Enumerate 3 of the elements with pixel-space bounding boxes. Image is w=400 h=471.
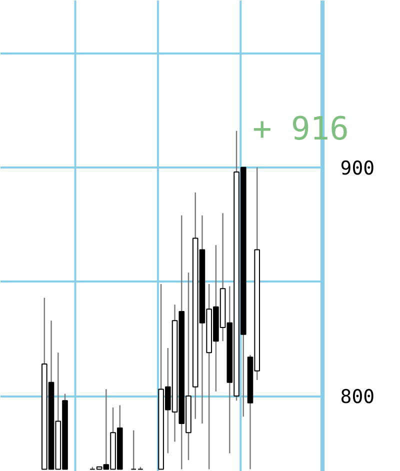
y-tick-label: 900 [340, 157, 375, 180]
candlestick [130, 430, 137, 470]
y-tick-label: 800 [340, 386, 375, 408]
